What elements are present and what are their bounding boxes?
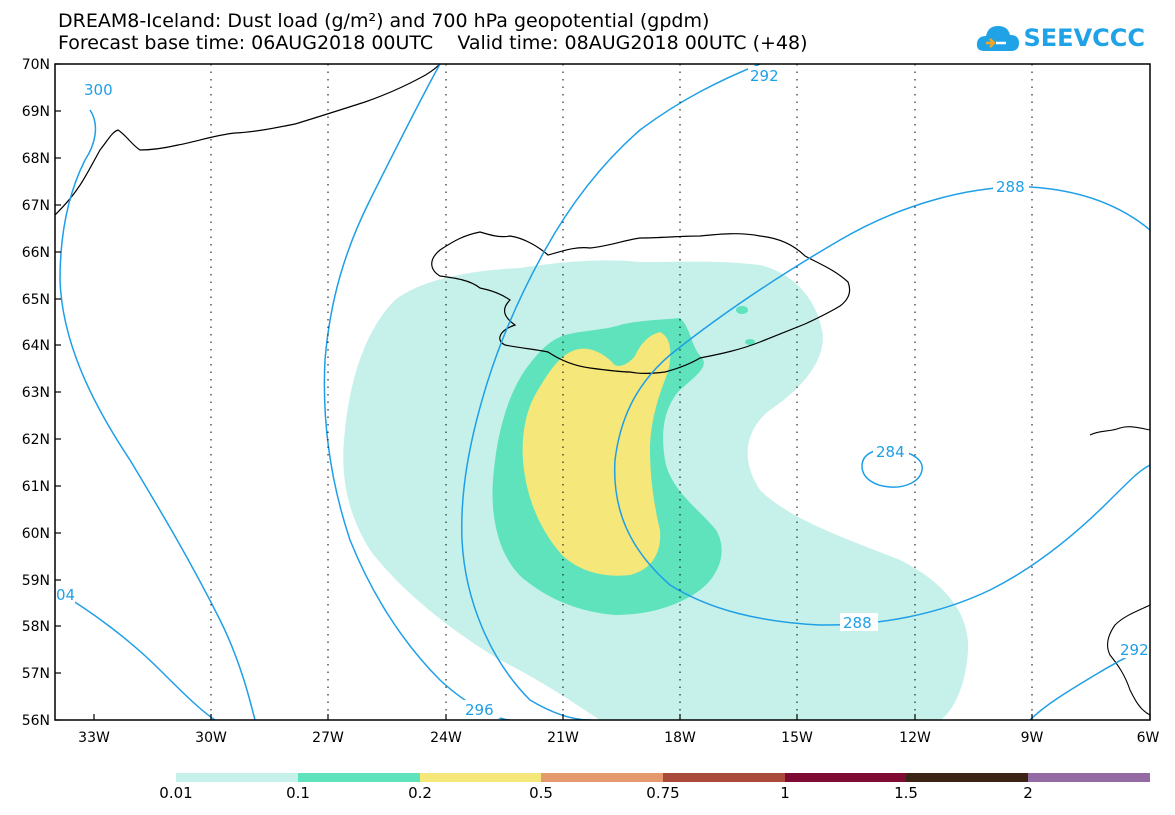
cloud-logo-icon — [976, 26, 1019, 51]
contour-288 — [613, 186, 1150, 626]
lat-label: 61N — [22, 479, 50, 495]
colorbar-segment — [420, 773, 541, 782]
colorbar-segment — [298, 773, 420, 782]
colorbar-segment — [906, 773, 1028, 782]
colorbar-segment — [1028, 773, 1150, 782]
colorbar-label: 1 — [780, 784, 790, 802]
colorbar-label: 1.5 — [894, 784, 918, 802]
colorbar-label: 0.75 — [646, 784, 680, 802]
lon-label: 21W — [547, 730, 579, 746]
colorbar-label: 0.2 — [408, 784, 432, 802]
lat-label: 59N — [22, 573, 50, 589]
lon-label: 30W — [195, 730, 227, 746]
contour-labels: 300 292 288 284 296 288 04 292 — [55, 66, 1150, 719]
dust-spot-mid — [745, 339, 755, 345]
lat-label: 65N — [22, 292, 50, 308]
scotland-coastline — [1089, 426, 1150, 716]
chart-subtitle: Forecast base time: 06AUG2018 00UTC Vali… — [58, 32, 808, 54]
lat-label: 60N — [22, 526, 50, 542]
lat-label: 62N — [22, 432, 50, 448]
contour-label: 04 — [56, 586, 75, 604]
colorbar — [176, 773, 1150, 782]
dust-area-high — [522, 332, 671, 576]
colorbar-segment — [663, 773, 785, 782]
lat-label: 67N — [22, 198, 50, 214]
latitude-labels: 70N 69N 68N 67N 66N 65N 64N 63N 62N 61N … — [22, 57, 50, 729]
contour-label: 292 — [750, 67, 779, 85]
lon-label: 15W — [781, 730, 813, 746]
lat-label: 68N — [22, 151, 50, 167]
lat-label: 56N — [22, 713, 50, 729]
lat-label: 64N — [22, 338, 50, 354]
contour-304 — [55, 589, 216, 720]
contour-300 — [59, 109, 256, 720]
contour-label: 288 — [843, 614, 872, 632]
contour-label: 292 — [1120, 641, 1149, 659]
colorbar-segment — [541, 773, 663, 782]
geopotential-contours — [55, 64, 1150, 720]
colorbar-label: 0.1 — [286, 784, 310, 802]
lon-label: 12W — [899, 730, 931, 746]
colorbar-segment — [785, 773, 906, 782]
lon-label: 33W — [78, 730, 110, 746]
lon-label: 18W — [664, 730, 696, 746]
lat-label: 69N — [22, 104, 50, 120]
longitude-labels: 33W 30W 27W 24W 21W 18W 15W 12W 9W 6W — [78, 730, 1159, 746]
contour-296 — [323, 64, 511, 720]
seevccc-logo: SEEVCCC — [976, 18, 1146, 58]
lon-label: 9W — [1021, 730, 1044, 746]
lon-label: 27W — [312, 730, 344, 746]
lat-label: 58N — [22, 619, 50, 635]
contour-label: 288 — [996, 178, 1025, 196]
colorbar-label: 2 — [1023, 784, 1033, 802]
colorbar-label: 0.5 — [529, 784, 553, 802]
lat-label: 63N — [22, 385, 50, 401]
colorbar-segment — [176, 773, 298, 782]
greenland-coastline — [55, 64, 441, 216]
contour-label: 284 — [876, 443, 905, 461]
contour-label: 296 — [465, 701, 494, 719]
lon-label: 24W — [430, 730, 462, 746]
logo-text: SEEVCCC — [1023, 24, 1146, 52]
lon-label: 6W — [1137, 730, 1160, 746]
lat-label: 70N — [22, 57, 50, 73]
dust-spot-mid — [736, 306, 748, 314]
iceland-coastline — [431, 231, 851, 375]
contour-label: 300 — [84, 81, 113, 99]
lat-label: 66N — [22, 245, 50, 261]
chart-title: DREAM8-Iceland: Dust load (g/m²) and 700… — [58, 10, 710, 32]
axis-ticks — [55, 63, 1151, 721]
colorbar-label: 0.01 — [159, 784, 193, 802]
lat-label: 57N — [22, 666, 50, 682]
contour-292 — [460, 64, 761, 720]
